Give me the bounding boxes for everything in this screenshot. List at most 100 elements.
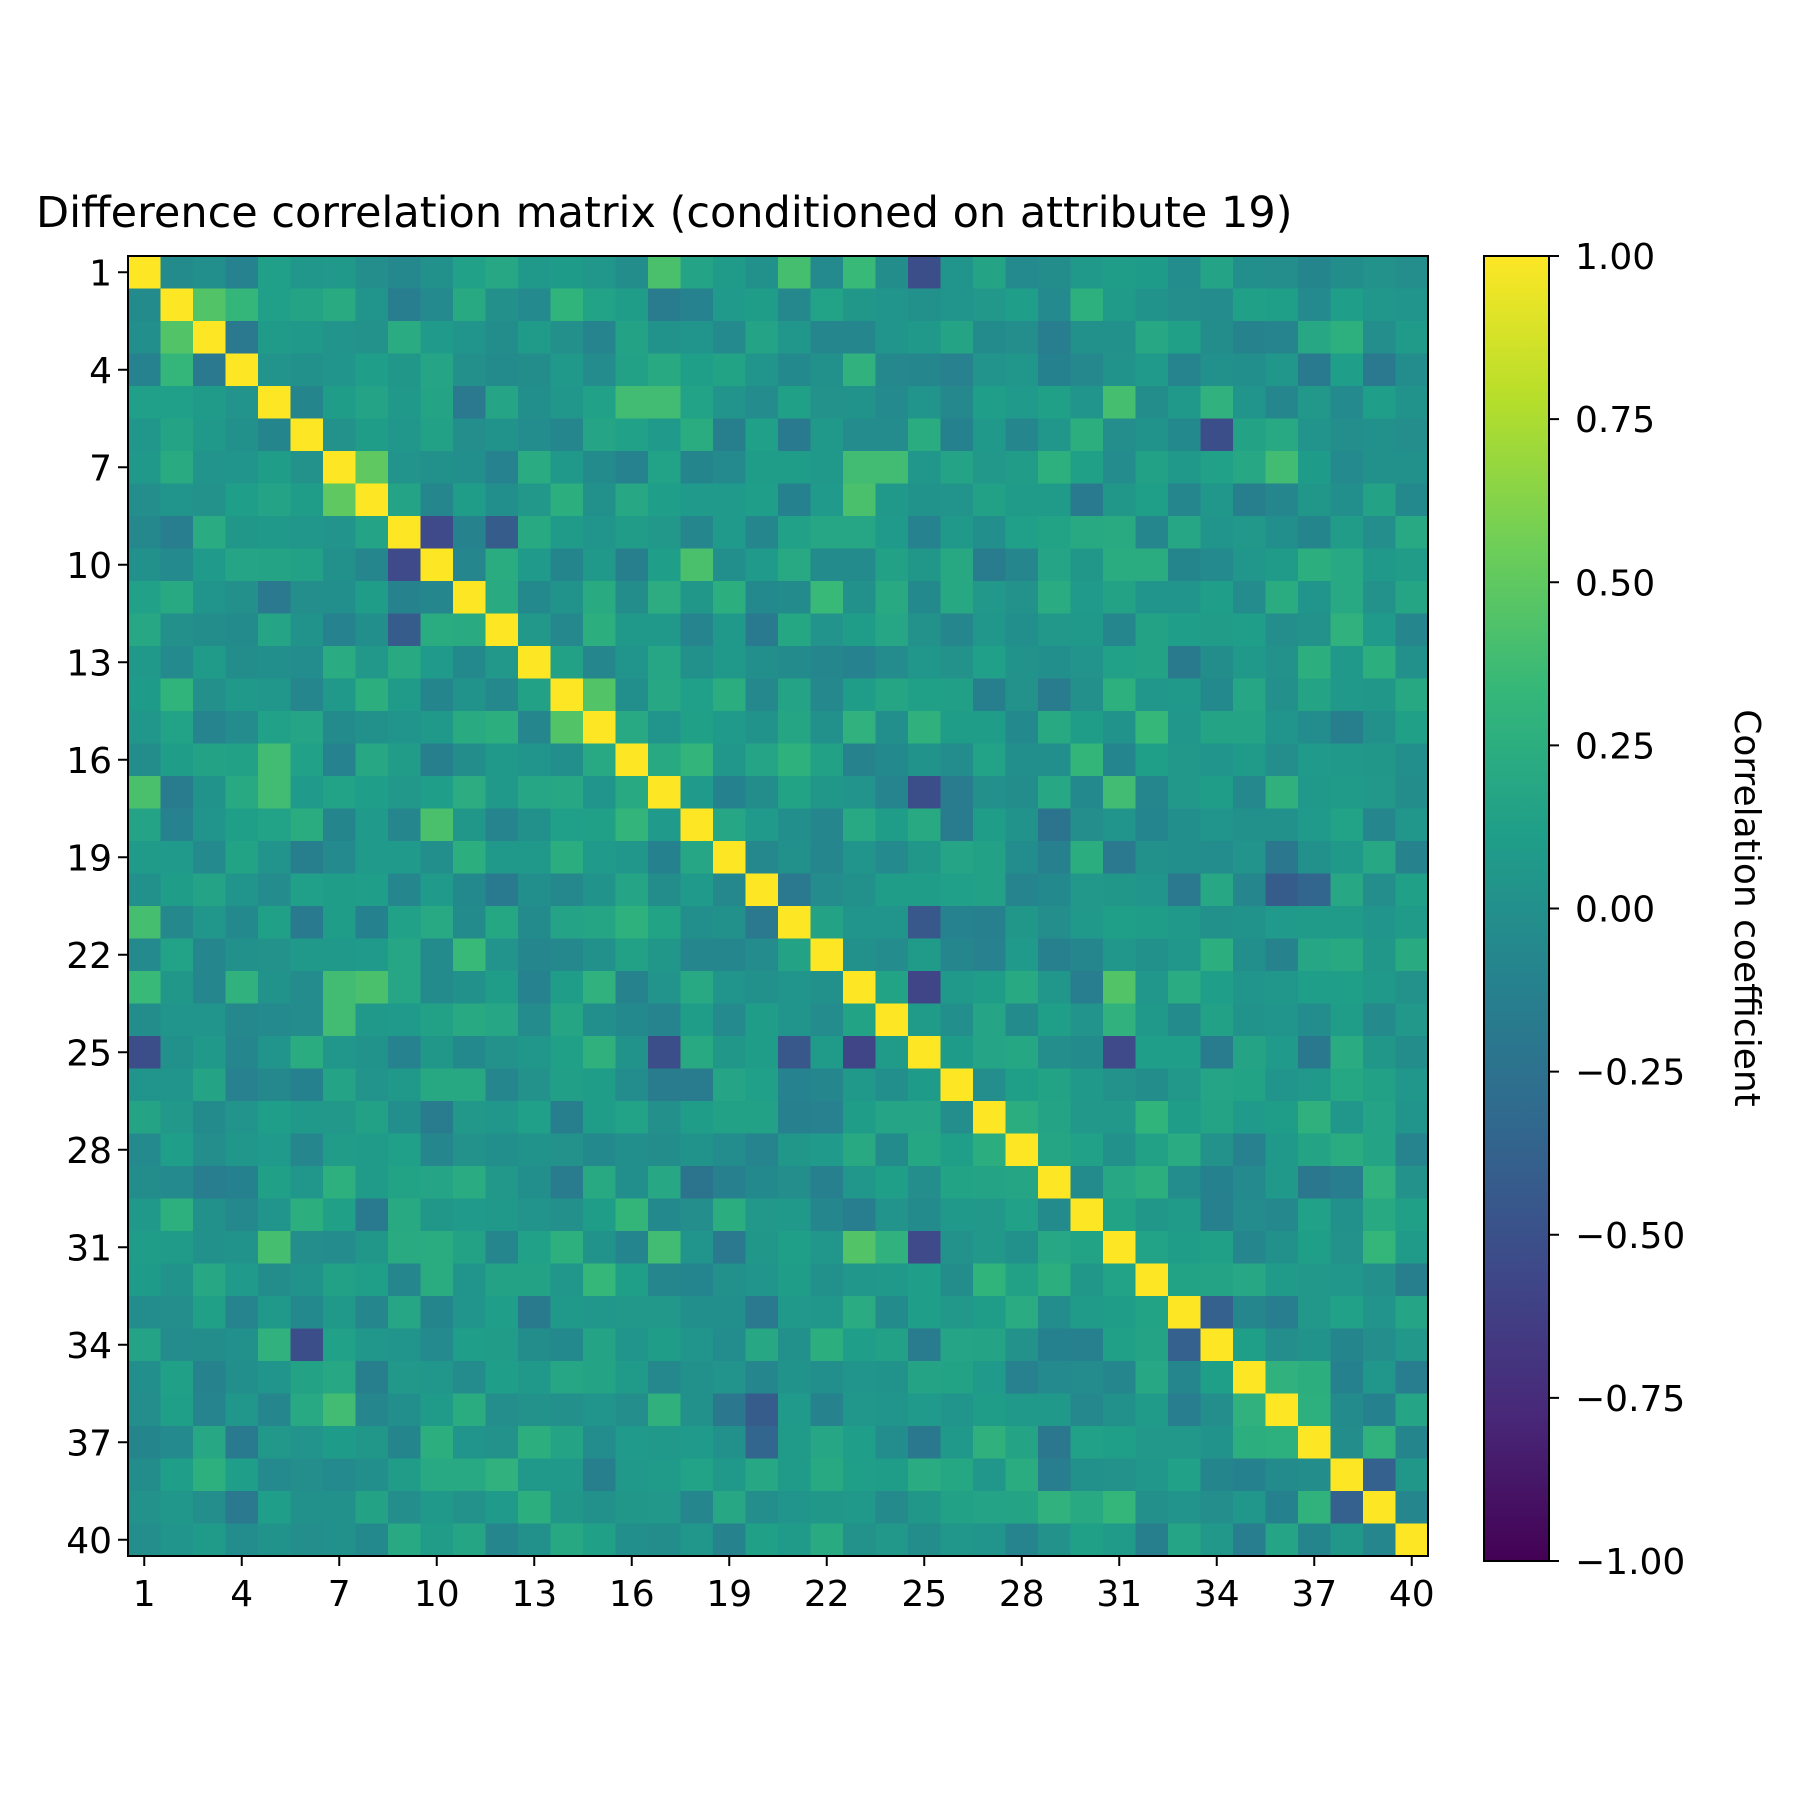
heatmap-cell <box>453 1458 487 1492</box>
heatmap-cell <box>583 906 617 940</box>
heatmap-cell <box>908 646 942 680</box>
heatmap-cell <box>713 743 747 777</box>
heatmap-cell <box>583 841 617 875</box>
heatmap-cell <box>1070 483 1104 517</box>
heatmap-cell <box>258 288 292 322</box>
y-tick-label: 25 <box>66 1033 112 1074</box>
heatmap-cell <box>550 483 584 517</box>
heatmap-cell <box>1005 971 1039 1005</box>
heatmap-cell <box>453 1328 487 1362</box>
heatmap-cell <box>875 1393 909 1427</box>
heatmap-cell <box>1038 1458 1072 1492</box>
heatmap-cell <box>1200 1426 1234 1460</box>
heatmap-cell <box>1298 321 1332 355</box>
heatmap-cell <box>583 613 617 647</box>
heatmap-cell <box>1298 646 1332 680</box>
heatmap-cell <box>160 1393 194 1427</box>
heatmap-cell <box>973 1036 1007 1070</box>
heatmap-cell <box>680 1003 714 1037</box>
heatmap-cell <box>160 288 194 322</box>
heatmap-cell <box>388 1458 422 1492</box>
heatmap-cell <box>1298 743 1332 777</box>
heatmap-cell <box>908 321 942 355</box>
heatmap-cell <box>128 1426 162 1460</box>
heatmap-cell <box>1168 451 1202 485</box>
heatmap-cell <box>128 1263 162 1297</box>
heatmap-cell <box>1135 1523 1169 1557</box>
heatmap-cell <box>648 483 682 517</box>
heatmap-cell <box>225 321 259 355</box>
heatmap-cell <box>1363 971 1397 1005</box>
heatmap-cell <box>1298 1361 1332 1395</box>
heatmap-cell <box>290 1458 324 1492</box>
heatmap-cell <box>193 678 227 712</box>
heatmap-cell <box>355 711 389 745</box>
y-tick-label: 19 <box>66 838 112 879</box>
heatmap-cell <box>323 743 357 777</box>
heatmap-cell <box>420 646 454 680</box>
heatmap-cell <box>485 906 519 940</box>
heatmap-cell <box>940 418 974 452</box>
heatmap-cell <box>810 1491 844 1525</box>
heatmap-cell <box>1038 841 1072 875</box>
heatmap-cell <box>1298 418 1332 452</box>
heatmap-cell <box>290 516 324 550</box>
heatmap-cell <box>1070 418 1104 452</box>
heatmap-cell <box>1233 1231 1267 1265</box>
heatmap-cell <box>128 1231 162 1265</box>
heatmap-cell <box>1363 1491 1397 1525</box>
heatmap-cell <box>1168 678 1202 712</box>
heatmap-cell <box>550 743 584 777</box>
heatmap-cell <box>615 906 649 940</box>
heatmap-cell <box>908 1133 942 1167</box>
heatmap-cell <box>290 1263 324 1297</box>
heatmap-cell <box>1200 1458 1234 1492</box>
heatmap-cell <box>550 321 584 355</box>
heatmap-cell <box>225 646 259 680</box>
heatmap-cell <box>1395 841 1429 875</box>
heatmap-cell <box>1005 548 1039 582</box>
heatmap-cell <box>1298 1231 1332 1265</box>
heatmap-cell <box>1298 1263 1332 1297</box>
heatmap-cell <box>1070 353 1104 387</box>
heatmap-cell <box>355 938 389 972</box>
heatmap-cell <box>713 288 747 322</box>
heatmap-cell <box>1200 1393 1234 1427</box>
heatmap-cell <box>713 841 747 875</box>
heatmap-cell <box>1103 711 1137 745</box>
heatmap-cell <box>160 418 194 452</box>
heatmap-cell <box>1298 1003 1332 1037</box>
heatmap-cell <box>518 1523 552 1557</box>
heatmap-cell <box>1233 1068 1267 1102</box>
heatmap-cell <box>420 386 454 420</box>
heatmap-cell <box>160 1328 194 1362</box>
heatmap-cell <box>1330 971 1364 1005</box>
heatmap-cell <box>323 938 357 972</box>
heatmap-cell <box>680 1133 714 1167</box>
heatmap-cell <box>810 1231 844 1265</box>
heatmap-cell <box>225 1003 259 1037</box>
heatmap-cell <box>810 646 844 680</box>
heatmap-cell <box>550 841 584 875</box>
heatmap-cell <box>1265 1263 1299 1297</box>
heatmap-cell <box>1168 418 1202 452</box>
heatmap-cell <box>258 906 292 940</box>
heatmap-cell <box>680 288 714 322</box>
heatmap-cell <box>1330 873 1364 907</box>
heatmap-cell <box>908 873 942 907</box>
heatmap-cell <box>615 1003 649 1037</box>
heatmap-cell <box>843 938 877 972</box>
heatmap-cell <box>323 711 357 745</box>
heatmap-cell <box>810 808 844 842</box>
heatmap-cell <box>1233 906 1267 940</box>
heatmap-cell <box>745 256 779 290</box>
heatmap-cell <box>583 938 617 972</box>
heatmap-cell <box>648 841 682 875</box>
heatmap-cell <box>745 1393 779 1427</box>
heatmap-cell <box>193 938 227 972</box>
heatmap-cell <box>550 353 584 387</box>
heatmap-cell <box>745 321 779 355</box>
heatmap-cell <box>485 841 519 875</box>
heatmap-cell <box>225 1133 259 1167</box>
heatmap-cell <box>323 321 357 355</box>
